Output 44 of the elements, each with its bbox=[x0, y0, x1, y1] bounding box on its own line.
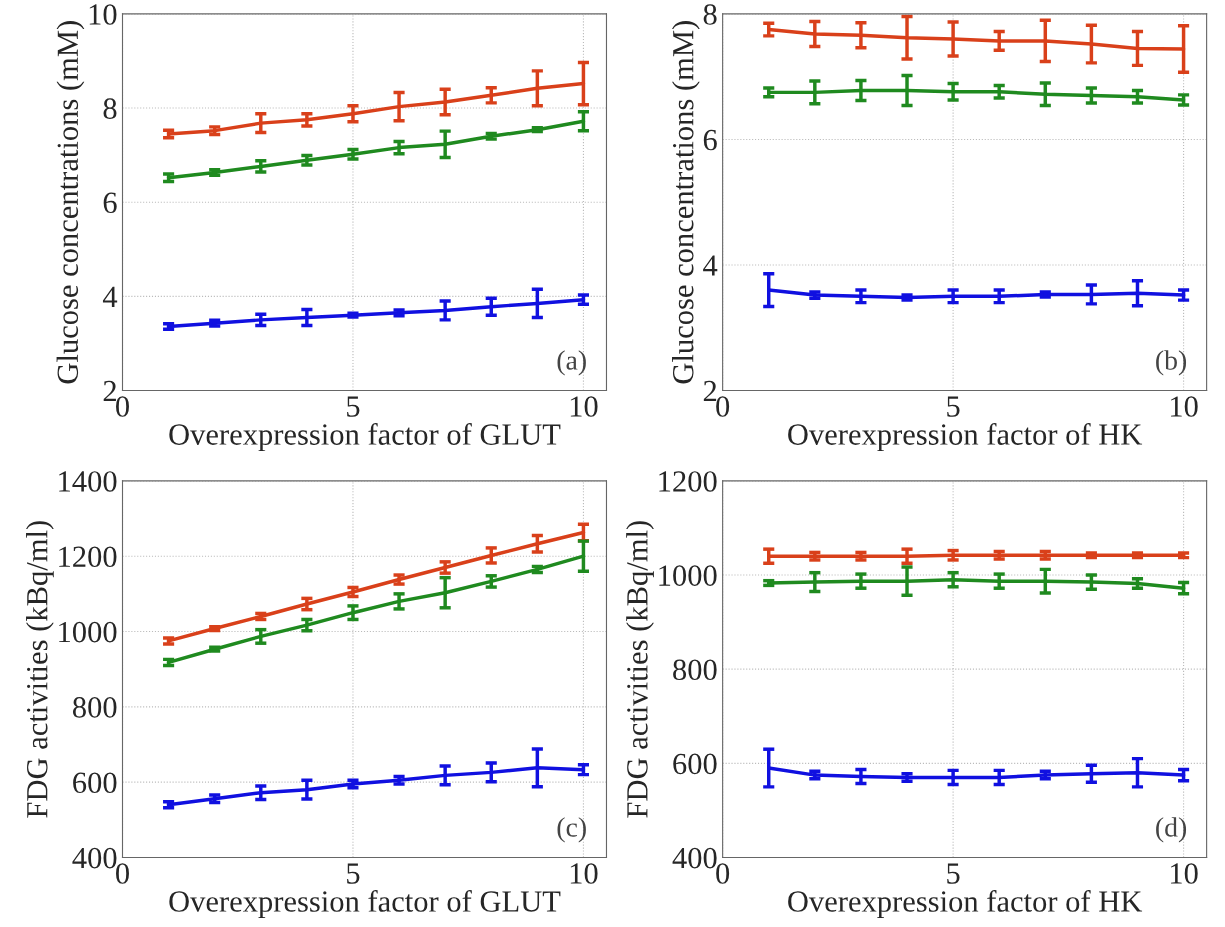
y-tick-label: 4 bbox=[703, 255, 718, 276]
y-axis-title: FDG activities (kBq/ml) bbox=[26, 521, 54, 818]
annotation: (a) bbox=[557, 350, 586, 376]
y-tick-label: 1000 bbox=[659, 565, 717, 586]
x-axis-title: Overexpression factor of GLUT bbox=[169, 423, 561, 452]
y-tick-label: 400 bbox=[72, 847, 117, 869]
y-axis-title: FDG activities (kBq/ml) bbox=[626, 521, 654, 818]
x-axis-title: Overexpression factor of HK bbox=[788, 890, 1143, 919]
y-tick-label: 2 bbox=[703, 380, 717, 402]
x-tick-label: 10 bbox=[570, 396, 598, 417]
y-tick-label: 800 bbox=[673, 659, 717, 681]
x-tick-label: 0 bbox=[116, 396, 129, 417]
y-tick-label: 6 bbox=[703, 129, 717, 151]
x-tick-label: 5 bbox=[947, 396, 960, 417]
y-tick-label: 1400 bbox=[59, 471, 117, 492]
y-tick-label: 6 bbox=[103, 192, 117, 214]
x-tick-label: 5 bbox=[347, 396, 360, 417]
y-tick-label: 8 bbox=[703, 4, 717, 25]
x-tick-label: 10 bbox=[570, 863, 598, 884]
x-axis-title: Overexpression factor of HK bbox=[788, 423, 1143, 452]
y-tick-label: 600 bbox=[673, 753, 717, 775]
y-tick-label: 2 bbox=[103, 380, 116, 402]
x-tick-label: 10 bbox=[1170, 863, 1198, 884]
x-tick-label: 0 bbox=[116, 863, 129, 884]
y-tick-label: 600 bbox=[73, 772, 117, 794]
y-tick-label: 1200 bbox=[659, 471, 717, 492]
y-tick-label: 1000 bbox=[59, 621, 117, 643]
y-axis-title: Glucose concentrations (mM) bbox=[672, 21, 700, 384]
annotation: (d) bbox=[1156, 817, 1187, 843]
y-tick-label: 4 bbox=[102, 286, 118, 307]
x-tick-label: 5 bbox=[947, 863, 960, 884]
y-tick-label: 400 bbox=[672, 847, 717, 869]
x-tick-label: 5 bbox=[347, 863, 360, 884]
annotation: (b) bbox=[1156, 350, 1187, 376]
y-tick-label: 8 bbox=[103, 98, 117, 119]
y-axis-title: Glucose concentrations (mM) bbox=[56, 21, 85, 384]
y-tick-label: 1200 bbox=[59, 546, 117, 568]
y-tick-label: 800 bbox=[72, 697, 117, 718]
x-tick-label: 0 bbox=[716, 396, 730, 417]
x-tick-label: 10 bbox=[1170, 396, 1198, 417]
annotation: (c) bbox=[557, 817, 586, 843]
y-tick-label: 10 bbox=[89, 4, 117, 25]
x-tick-label: 0 bbox=[716, 863, 730, 884]
x-axis-title: Overexpression factor of GLUT bbox=[169, 890, 561, 919]
